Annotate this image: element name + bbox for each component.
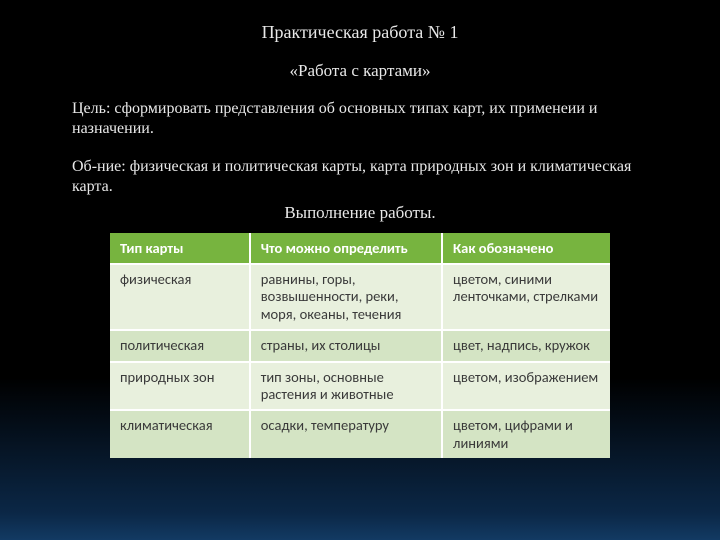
goal-paragraph: Цель: сформировать представления об осно… — [72, 99, 648, 139]
col-header-type: Тип карты — [110, 233, 250, 264]
cell-notation: цвет, надпись, кружок — [442, 330, 610, 361]
title: Практическая работа № 1 — [72, 22, 648, 43]
cell-notation: цветом, цифрами и линиями — [442, 410, 610, 458]
cell-type: климатическая — [110, 410, 250, 458]
cell-notation: цветом, синими ленточками, стрелками — [442, 264, 610, 330]
equipment-paragraph: Об-ние: физическая и политическая карты,… — [72, 157, 648, 197]
col-header-notation: Как обозначено — [442, 233, 610, 264]
map-types-table: Тип карты Что можно определить Как обозн… — [110, 233, 610, 458]
cell-type: природных зон — [110, 362, 250, 411]
table-row: политическая страны, их столицы цвет, на… — [110, 330, 610, 361]
cell-type: физическая — [110, 264, 250, 330]
col-header-determine: Что можно определить — [250, 233, 442, 264]
slide: Практическая работа № 1 «Работа с картам… — [0, 0, 720, 540]
cell-type: политическая — [110, 330, 250, 361]
subtitle: «Работа с картами» — [72, 61, 648, 81]
cell-determine: осадки, температуру — [250, 410, 442, 458]
execution-heading: Выполнение работы. — [72, 203, 648, 223]
cell-determine: страны, их столицы — [250, 330, 442, 361]
table-header-row: Тип карты Что можно определить Как обозн… — [110, 233, 610, 264]
cell-determine: тип зоны, основные растения и животные — [250, 362, 442, 411]
cell-notation: цветом, изображением — [442, 362, 610, 411]
table-row: физическая равнины, горы, возвышенности,… — [110, 264, 610, 330]
table-row: климатическая осадки, температуру цветом… — [110, 410, 610, 458]
cell-determine: равнины, горы, возвышенности, реки, моря… — [250, 264, 442, 330]
table-row: природных зон тип зоны, основные растени… — [110, 362, 610, 411]
